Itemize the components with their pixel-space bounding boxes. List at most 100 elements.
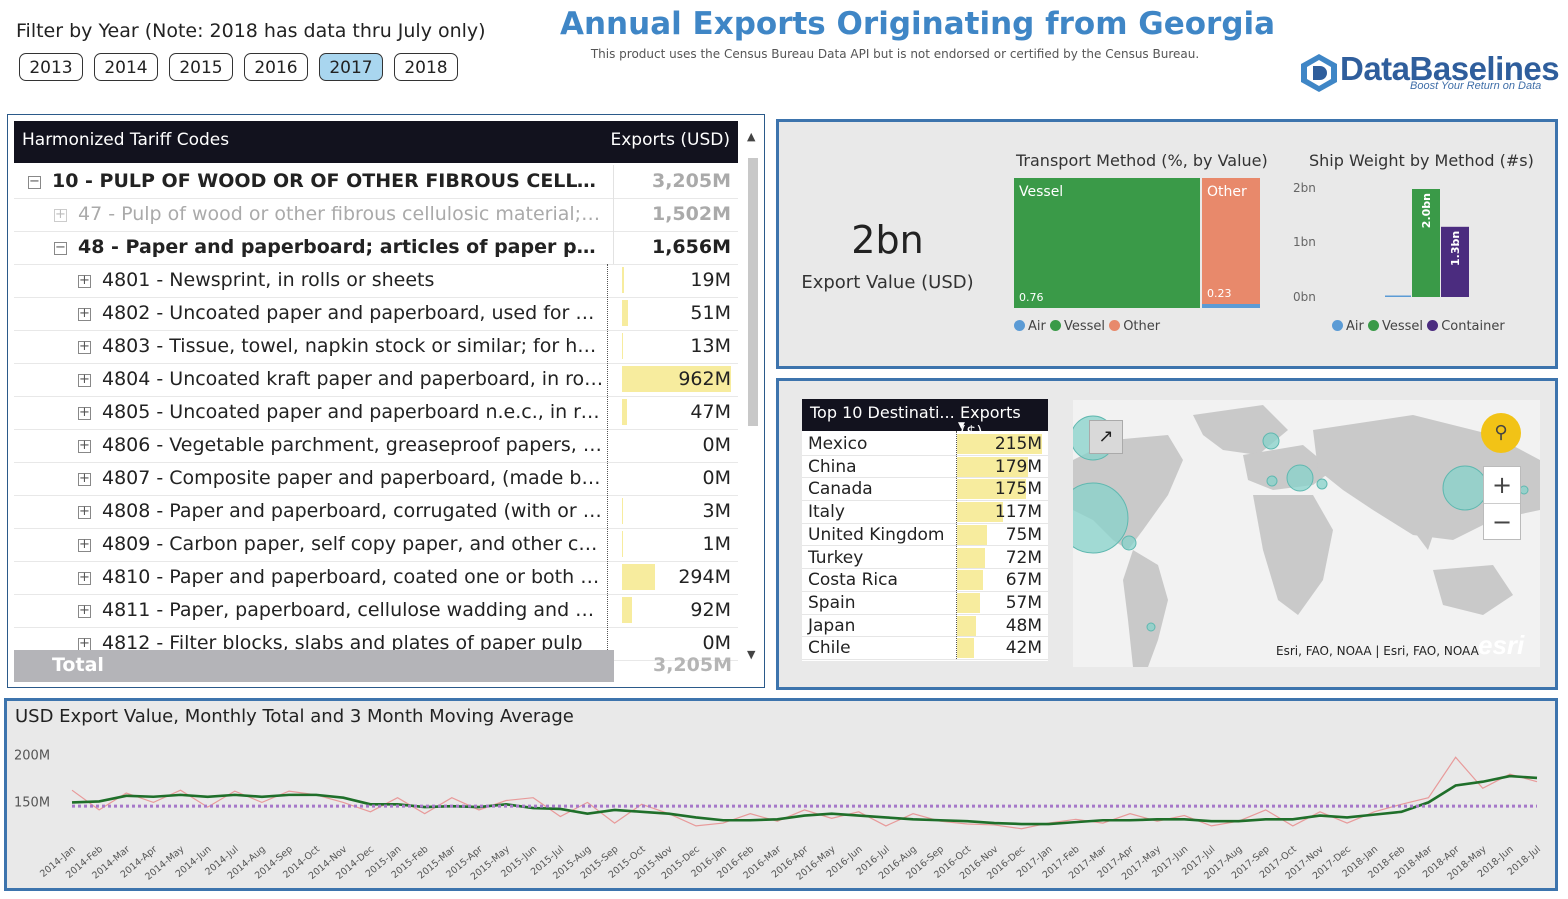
- destination-row[interactable]: Costa Rica 67M: [802, 569, 1048, 592]
- destination-row[interactable]: Mexico 215M: [802, 433, 1048, 456]
- ship-weight-bar-air[interactable]: [1385, 296, 1411, 298]
- year-button-2016[interactable]: 2016: [244, 53, 308, 81]
- matrix-row-label: 4802 - Uncoated paper and paperboard, us…: [102, 302, 604, 324]
- matrix-row[interactable]: +4804 - Uncoated kraft paper and paperbo…: [14, 363, 738, 397]
- year-button-2013[interactable]: 2013: [19, 53, 83, 81]
- expand-icon[interactable]: +: [78, 473, 91, 486]
- year-button-2018[interactable]: 2018: [394, 53, 458, 81]
- matrix-row[interactable]: +4807 - Composite paper and paperboard, …: [14, 462, 738, 496]
- world-map-shapes: [1073, 400, 1540, 667]
- matrix-row[interactable]: +4801 - Newsprint, in rolls or sheets 19M: [14, 264, 738, 298]
- kpi-value: 2bn: [800, 218, 975, 262]
- matrix-row-label: 4805 - Uncoated paper and paperboard n.e…: [102, 401, 604, 423]
- matrix-row[interactable]: +4802 - Uncoated paper and paperboard, u…: [14, 297, 738, 331]
- destination-row[interactable]: Japan 48M: [802, 615, 1048, 638]
- matrix-total-row: Total: [14, 650, 614, 682]
- expand-icon[interactable]: +: [78, 308, 91, 321]
- destination-value: 75M: [1006, 525, 1042, 545]
- matrix-row[interactable]: +47 - Pulp of wood or other fibrous cell…: [14, 198, 738, 232]
- matrix-scroll-thumb[interactable]: [748, 158, 758, 426]
- sort-desc-icon[interactable]: ▼: [958, 421, 965, 431]
- matrix-row-label: 4803 - Tissue, towel, napkin stock or si…: [102, 335, 604, 357]
- scroll-down-icon[interactable]: ▼: [747, 648, 755, 661]
- matrix-row-value: 19M: [690, 269, 731, 291]
- matrix-value-bar: [622, 333, 623, 359]
- destination-value-bar: [957, 570, 983, 590]
- matrix-row-value: 962M: [678, 368, 731, 390]
- map-select-tool-icon[interactable]: ↗: [1089, 420, 1123, 454]
- year-button-2014[interactable]: 2014: [94, 53, 158, 81]
- destination-value-bar: [957, 548, 985, 568]
- matrix-row[interactable]: +4805 - Uncoated paper and paperboard n.…: [14, 396, 738, 430]
- destination-map[interactable]: ↗ ⚲ + −: [1073, 400, 1540, 667]
- destination-row[interactable]: Turkey 72M: [802, 547, 1048, 570]
- map-insights-icon[interactable]: ⚲: [1481, 413, 1521, 453]
- destination-name: Chile: [808, 638, 851, 658]
- destination-value-bar: [957, 638, 974, 658]
- moving-average-line[interactable]: [72, 776, 1537, 824]
- esri-logo: esri: [1478, 630, 1524, 661]
- destination-name: Japan: [808, 616, 855, 636]
- year-button-2015[interactable]: 2015: [169, 53, 233, 81]
- zoom-out-icon[interactable]: −: [1484, 504, 1520, 540]
- destination-name: Turkey: [808, 548, 863, 568]
- monthly-total-line[interactable]: [72, 757, 1537, 828]
- destination-value-bar: [957, 616, 976, 636]
- destination-name: China: [808, 457, 857, 477]
- matrix-col-exports[interactable]: Exports (USD): [611, 130, 731, 150]
- page-title: Annual Exports Originating from Georgia: [560, 6, 1230, 42]
- treemap-vessel-label: Vessel: [1019, 184, 1063, 200]
- matrix-row-value: 0M: [703, 632, 731, 654]
- matrix-row-value: 1,502M: [652, 203, 731, 225]
- expand-icon[interactable]: +: [78, 572, 91, 585]
- zoom-in-icon[interactable]: +: [1484, 467, 1520, 504]
- treemap-vessel-value: 0.76: [1019, 291, 1044, 304]
- destination-name: United Kingdom: [808, 525, 944, 545]
- matrix-row[interactable]: +4810 - Paper and paperboard, coated one…: [14, 561, 738, 595]
- destination-row[interactable]: China 179M: [802, 456, 1048, 479]
- matrix-row-value: 92M: [690, 599, 731, 621]
- expand-icon[interactable]: +: [78, 506, 91, 519]
- dest-col-name[interactable]: Top 10 Destinati...: [810, 403, 955, 422]
- matrix-row-value: 51M: [690, 302, 731, 324]
- treemap-air[interactable]: [1202, 304, 1260, 308]
- scroll-up-icon[interactable]: ▲: [747, 130, 755, 143]
- expand-icon[interactable]: +: [78, 407, 91, 420]
- expand-icon[interactable]: +: [78, 374, 91, 387]
- logo-mark-icon: [1298, 52, 1340, 92]
- matrix-row[interactable]: +4809 - Carbon paper, self copy paper, a…: [14, 528, 738, 562]
- destination-row[interactable]: Canada 175M: [802, 478, 1048, 501]
- destination-row[interactable]: Chile 42M: [802, 637, 1048, 660]
- destination-name: Spain: [808, 593, 856, 613]
- matrix-col-codes[interactable]: Harmonized Tariff Codes: [22, 130, 229, 150]
- map-attribution: Esri, FAO, NOAA | Esri, FAO, NOAA: [1276, 644, 1479, 658]
- year-button-2017[interactable]: 2017: [319, 53, 383, 81]
- matrix-row[interactable]: +4803 - Tissue, towel, napkin stock or s…: [14, 330, 738, 364]
- treemap-vessel[interactable]: Vessel 0.76: [1014, 178, 1200, 308]
- destination-row[interactable]: United Kingdom 75M: [802, 524, 1048, 547]
- matrix-row[interactable]: +4806 - Vegetable parchment, greaseproof…: [14, 429, 738, 463]
- expand-icon[interactable]: +: [54, 209, 67, 222]
- matrix-row[interactable]: +4808 - Paper and paperboard, corrugated…: [14, 495, 738, 529]
- matrix-row[interactable]: −48 - Paper and paperboard; articles of …: [14, 231, 738, 265]
- collapse-icon[interactable]: −: [28, 176, 41, 189]
- matrix-row[interactable]: +4811 - Paper, paperboard, cellulose wad…: [14, 594, 738, 628]
- destination-row[interactable]: Spain 57M: [802, 592, 1048, 615]
- destination-value: 72M: [1006, 548, 1042, 568]
- destination-row[interactable]: Italy 117M: [802, 501, 1048, 524]
- collapse-icon[interactable]: −: [54, 242, 67, 255]
- matrix-row-label: 4801 - Newsprint, in rolls or sheets: [102, 269, 604, 291]
- expand-icon[interactable]: +: [78, 275, 91, 288]
- expand-icon[interactable]: +: [78, 539, 91, 552]
- matrix-row-label: 4809 - Carbon paper, self copy paper, an…: [102, 533, 604, 555]
- expand-icon[interactable]: +: [78, 605, 91, 618]
- matrix-row[interactable]: −10 - PULP OF WOOD OR OF OTHER FIBROUS C…: [14, 165, 738, 199]
- destination-value: 215M: [995, 434, 1042, 454]
- matrix-row-label: 4808 - Paper and paperboard, corrugated …: [102, 500, 604, 522]
- expand-icon[interactable]: +: [78, 440, 91, 453]
- treemap-other[interactable]: Other 0.23: [1202, 178, 1260, 304]
- y-tick-label: 200M: [14, 748, 50, 763]
- expand-icon[interactable]: +: [78, 341, 91, 354]
- matrix-row-label: 4804 - Uncoated kraft paper and paperboa…: [102, 368, 604, 390]
- matrix-row-label: 4807 - Composite paper and paperboard, (…: [102, 467, 604, 489]
